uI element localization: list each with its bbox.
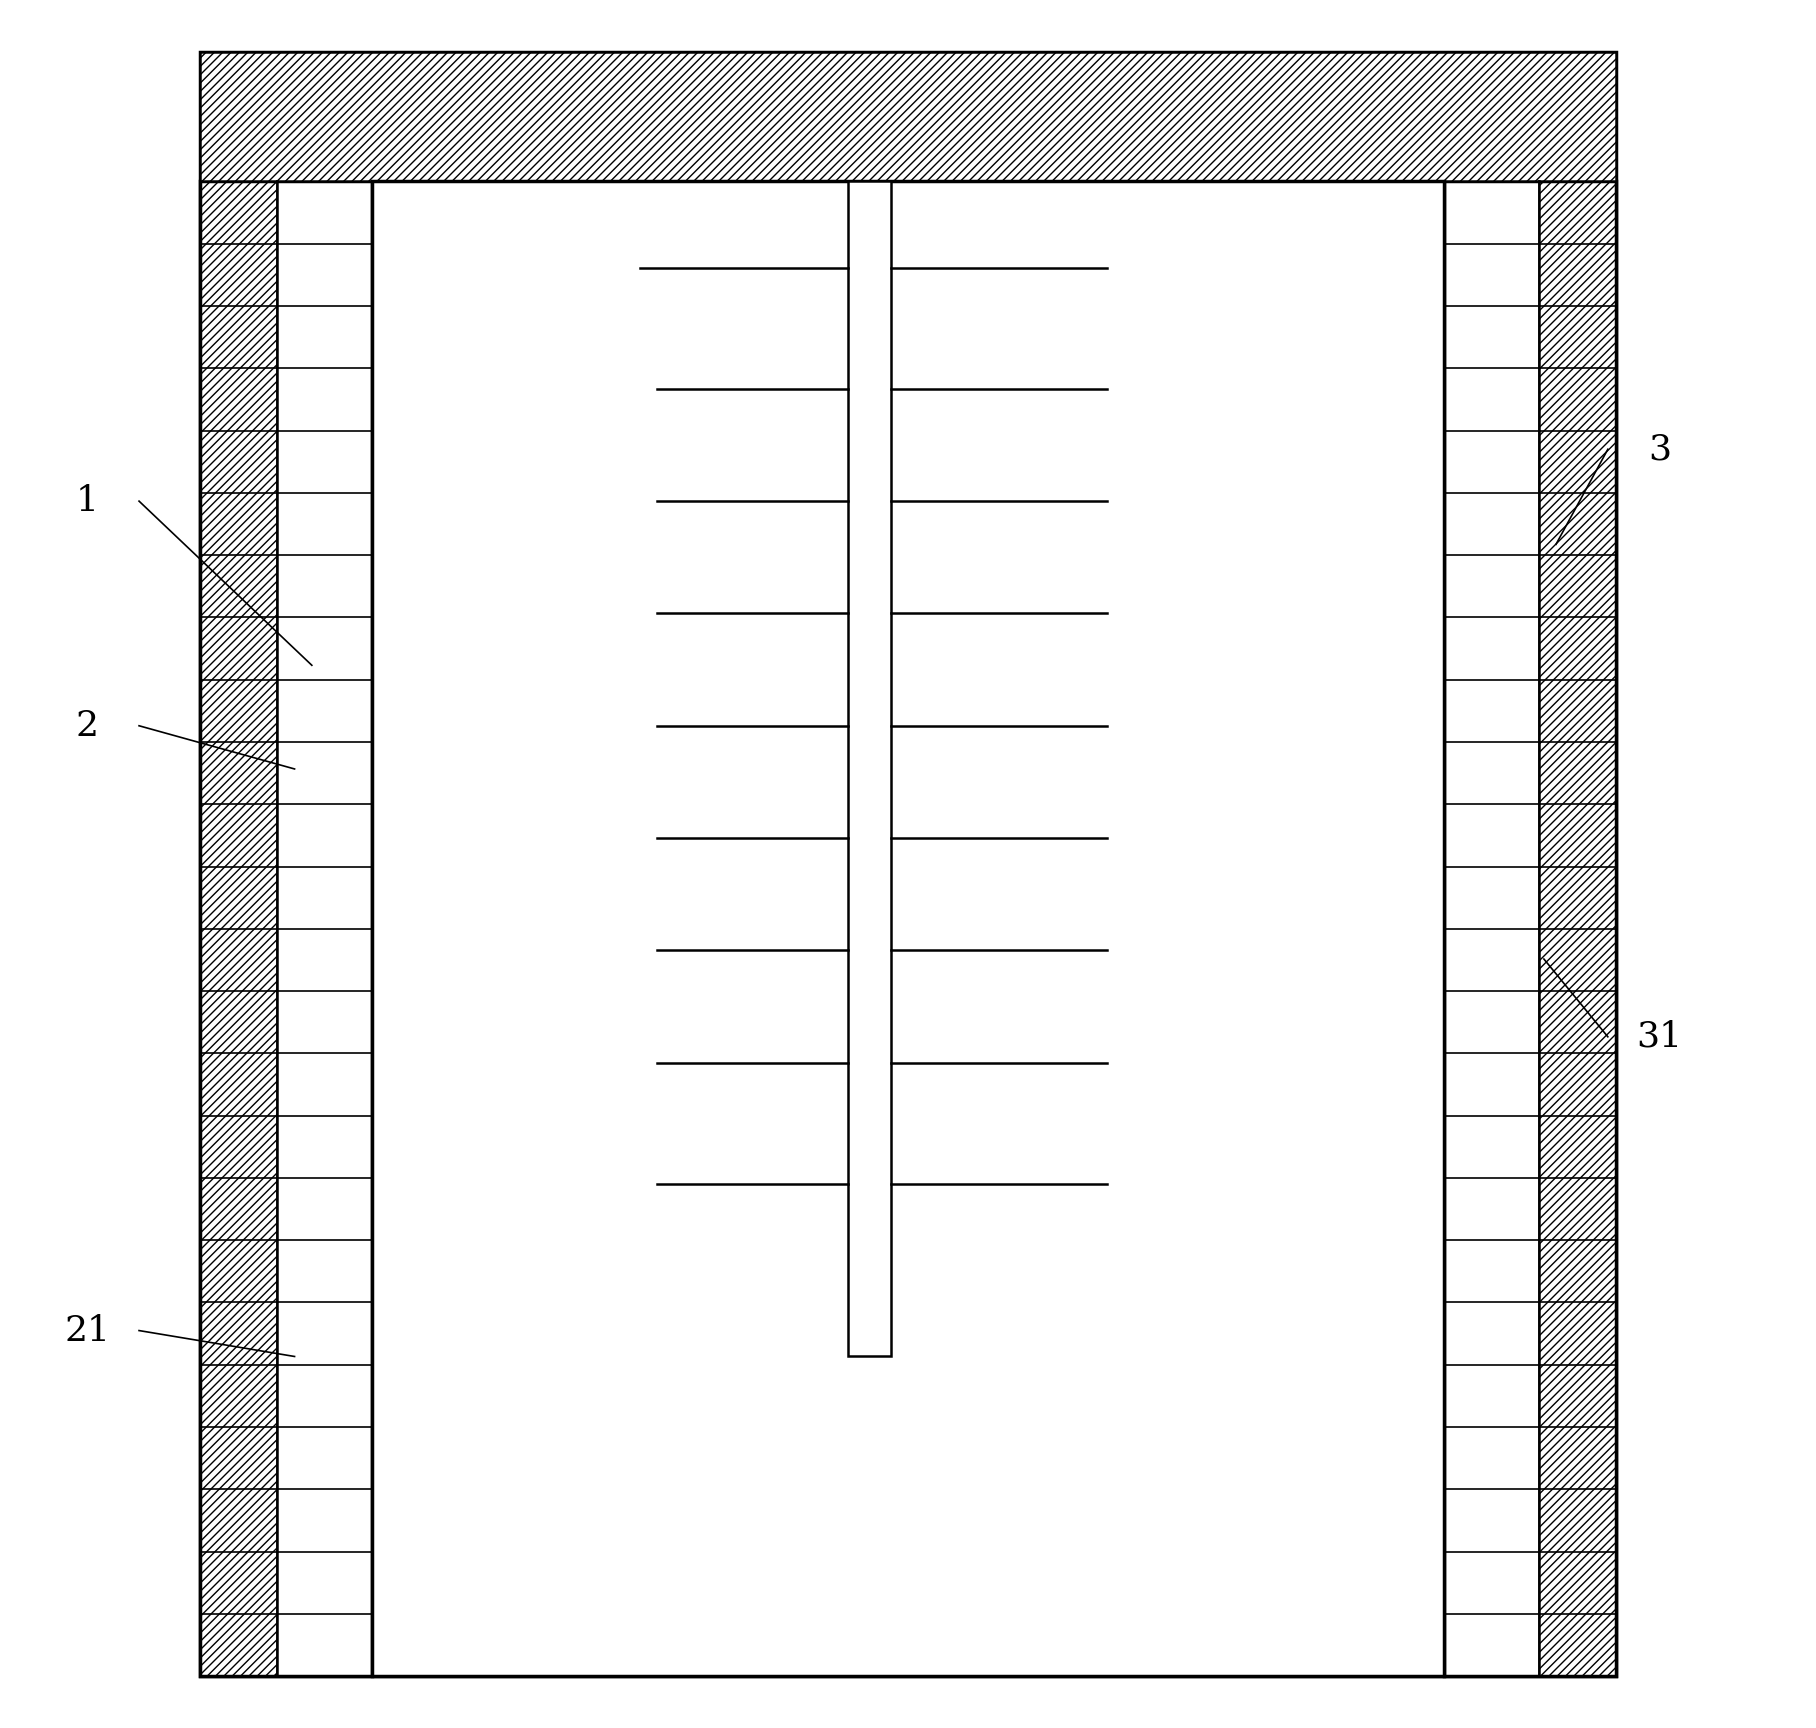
Text: 3: 3 [1649,432,1671,467]
Text: 31: 31 [1636,1020,1683,1054]
Bar [200,181,278,1676]
Text: 1: 1 [76,484,98,518]
Bar [372,181,1444,1676]
Bar [200,52,1616,181]
Text: 21: 21 [64,1313,111,1348]
Bar [200,52,1616,1676]
Bar [1444,181,1616,1676]
Bar [848,181,890,1356]
Bar [200,181,372,1676]
Text: 2: 2 [76,708,98,743]
Bar [1538,181,1616,1676]
